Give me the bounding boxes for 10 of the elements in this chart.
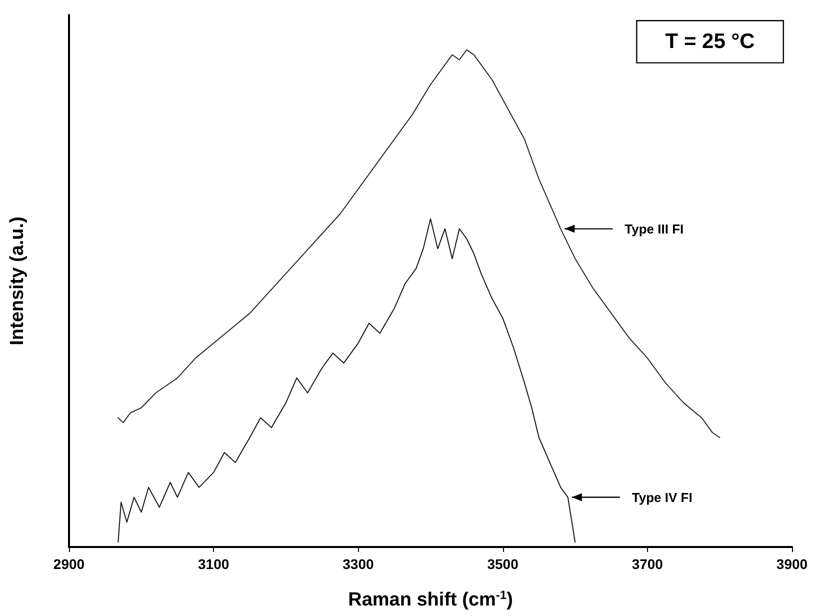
x-tick-label: 3700 — [632, 556, 664, 572]
x-tick-label: 2900 — [53, 556, 85, 572]
y-axis-title: Intensity (a.u.) — [7, 216, 28, 346]
x-tick-label: 3300 — [342, 556, 374, 572]
x-tick-label: 3100 — [198, 556, 230, 572]
annotation: Type IV FI — [632, 490, 692, 505]
x-tick-label: 3900 — [776, 556, 808, 572]
x-tick-label: 3500 — [487, 556, 519, 572]
annotation: T = 25 °C — [665, 30, 755, 54]
annotation: Type III FI — [624, 221, 684, 236]
